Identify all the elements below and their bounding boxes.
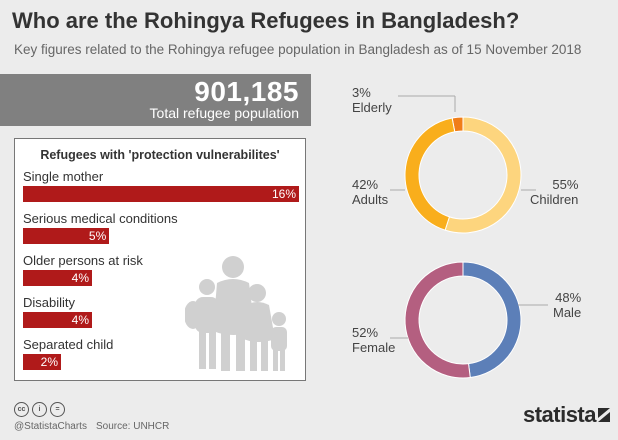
bar: 2%	[23, 354, 61, 370]
license-icons: cc i =	[14, 402, 65, 417]
statista-logo-icon	[598, 408, 610, 422]
donut-slice-female	[404, 261, 471, 379]
total-label: Total refugee population	[149, 105, 299, 121]
bar-category-label: Serious medical conditions	[23, 211, 178, 226]
bar-row: Separated child 2%	[23, 337, 303, 370]
cc-icon: cc	[14, 402, 29, 417]
statista-logo[interactable]: statista	[522, 402, 597, 427]
bar-value-label: 4%	[71, 271, 89, 285]
male-percent: 48%	[555, 290, 582, 305]
chart-subtitle: Key figures related to the Rohingya refu…	[14, 42, 582, 57]
donut-slice-male	[462, 261, 522, 379]
bar-category-label: Single mother	[23, 169, 104, 184]
bar-category-label: Separated child	[23, 337, 114, 352]
bar: 4%	[23, 312, 92, 328]
family-silhouette-icon	[185, 256, 287, 371]
twitter-handle: @StatistaCharts	[14, 421, 87, 432]
adults-label: 42% Adults	[352, 177, 388, 207]
bar-category-label: Older persons at risk	[23, 253, 143, 268]
nd-icon: =	[50, 402, 65, 417]
male-name: Male	[553, 305, 582, 320]
elderly-label: 3% Elderly	[352, 85, 392, 115]
bar-value-label: 2%	[40, 355, 58, 369]
elderly-percent: 3%	[352, 85, 371, 100]
bar-row: Disability 4%	[23, 295, 303, 328]
bar: 4%	[23, 270, 92, 286]
bar-row: Serious medical conditions 5%	[23, 211, 303, 244]
vulnerabilities-panel: Refugees with 'protection vulnerabilites…	[14, 138, 306, 381]
by-icon: i	[32, 402, 47, 417]
male-label: 48% Male	[553, 290, 581, 320]
female-percent: 52%	[352, 325, 379, 340]
donut-slice-adults	[404, 117, 456, 231]
children-label: 55% Children	[530, 177, 578, 207]
total-box: 901,185 Total refugee population	[0, 74, 311, 126]
adults-name: Adults	[352, 192, 389, 207]
bar: 16%	[23, 186, 299, 202]
panel-title: Refugees with 'protection vulnerabilites…	[40, 148, 280, 162]
bar-category-label: Disability	[23, 295, 76, 310]
female-label: 52% Female	[352, 325, 395, 355]
children-name: Children	[530, 192, 579, 207]
chart-title: Who are the Rohingya Refugees in Banglad…	[12, 8, 520, 33]
bar-value-label: 5%	[88, 229, 107, 243]
bar-value-label: 16%	[271, 187, 296, 201]
total-value: 901,185	[194, 76, 299, 107]
source-note: Source: UNHCR	[96, 421, 170, 432]
children-percent: 55%	[552, 177, 579, 192]
female-name: Female	[352, 340, 396, 355]
adults-percent: 42%	[352, 177, 379, 192]
bar-row: Older persons at risk 4%	[23, 253, 303, 286]
bar-value-label: 4%	[71, 313, 89, 327]
donut-slice-children	[444, 116, 522, 234]
bar: 5%	[23, 228, 110, 244]
elderly-name: Elderly	[352, 100, 392, 115]
bar-row: Single mother 16%	[23, 169, 303, 202]
